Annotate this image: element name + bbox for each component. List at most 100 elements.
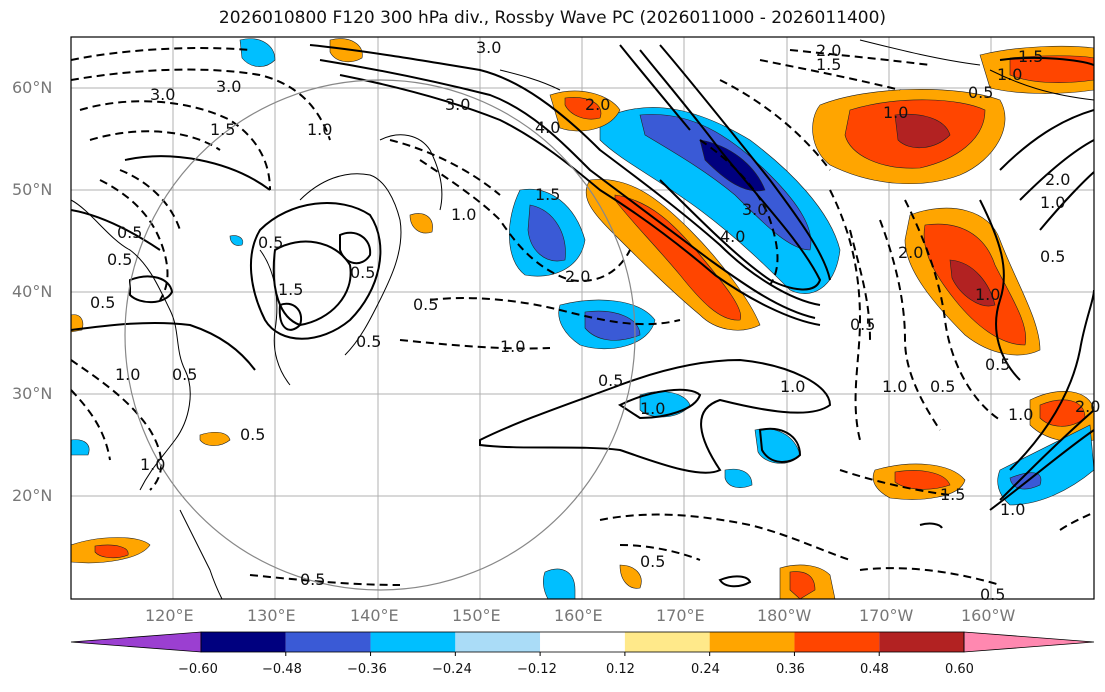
contour-solid bbox=[71, 209, 161, 251]
contour-label: 0.5 bbox=[598, 371, 623, 390]
lon-label: 120°E bbox=[145, 606, 194, 625]
colorbar-label: −0.24 bbox=[432, 662, 472, 677]
lon-label: 160°W bbox=[961, 606, 1016, 625]
contours bbox=[71, 44, 1094, 588]
contour-label: 0.5 bbox=[640, 552, 665, 571]
contour-label: 3.0 bbox=[216, 77, 241, 96]
contour-label: 3.0 bbox=[476, 38, 501, 57]
contour-label: 3.0 bbox=[742, 200, 767, 219]
contour-solid bbox=[617, 388, 702, 420]
colorbar-swatch bbox=[794, 632, 880, 652]
lat-label: 20°N bbox=[12, 486, 53, 505]
contour-label: 1.0 bbox=[780, 377, 805, 396]
contour-label: 0.5 bbox=[90, 293, 115, 312]
contour-label: 1.0 bbox=[640, 399, 665, 418]
contour-solid bbox=[1019, 139, 1094, 201]
contour-label: 1.0 bbox=[140, 455, 165, 474]
contour-label: 0.5 bbox=[350, 263, 375, 282]
contour-label: 0.5 bbox=[850, 315, 875, 334]
colorbar-label: 0.12 bbox=[606, 662, 635, 677]
colorbar-label: 0.36 bbox=[776, 662, 805, 677]
negative-band-core bbox=[639, 114, 812, 251]
colorbar-swatch bbox=[370, 632, 456, 652]
negative-patch-small-3 bbox=[724, 468, 753, 488]
contour-label: 1.0 bbox=[997, 65, 1022, 84]
colorbar-label: 0.48 bbox=[860, 662, 889, 677]
contour-solid bbox=[919, 522, 943, 529]
colorbar-extend-high bbox=[963, 631, 1095, 653]
contour-label: 2.0 bbox=[565, 267, 590, 286]
contour-label: 0.5 bbox=[968, 83, 993, 102]
colorbar-label: −0.36 bbox=[347, 662, 387, 677]
contour-label: 1.0 bbox=[883, 103, 908, 122]
lat-label: 60°N bbox=[12, 78, 53, 97]
contour-solid bbox=[319, 59, 816, 319]
positive-patch-s-core bbox=[789, 571, 816, 599]
contour-label: 1.5 bbox=[940, 485, 965, 504]
positive-region-ne-max bbox=[894, 114, 951, 148]
contour-label: 2.0 bbox=[1075, 397, 1100, 416]
contour-solid bbox=[639, 49, 822, 291]
contour-label: 0.5 bbox=[107, 250, 132, 269]
contour-solid bbox=[309, 44, 821, 306]
colorbar-frame bbox=[200, 631, 965, 653]
contour-solid bbox=[718, 575, 752, 588]
contour-label: 0.5 bbox=[980, 585, 1005, 604]
contour-label: 1.5 bbox=[1018, 47, 1043, 66]
contour-label: 1.0 bbox=[307, 120, 332, 139]
contour-dashed bbox=[71, 389, 111, 461]
contour-dashed bbox=[829, 189, 862, 441]
contour-dashed bbox=[759, 59, 901, 91]
lon-label: 180°W bbox=[757, 606, 812, 625]
lat-label: 50°N bbox=[12, 180, 53, 199]
contour-dashed bbox=[79, 100, 271, 191]
lon-label: 140°E bbox=[350, 606, 399, 625]
positive-patch-w bbox=[199, 431, 231, 446]
contour-label: 4.0 bbox=[535, 118, 560, 137]
contour-solid bbox=[129, 275, 174, 304]
contour-dashed bbox=[879, 219, 941, 431]
contour-solid bbox=[339, 231, 372, 265]
contour-label: 1.5 bbox=[278, 280, 303, 299]
contour-dashed bbox=[849, 229, 871, 341]
contour-solid bbox=[1009, 289, 1094, 471]
contours-dashed bbox=[71, 47, 1094, 586]
contour-label: 1.0 bbox=[1040, 193, 1065, 212]
contour-solid bbox=[989, 429, 1094, 511]
negative-patch-small-4 bbox=[543, 568, 576, 599]
positive-patch-w3 bbox=[71, 314, 84, 333]
negative-patch-w bbox=[71, 439, 90, 456]
contour-label: 3.0 bbox=[445, 95, 470, 114]
positive-patch-sw-core bbox=[94, 544, 129, 559]
contour-label: 0.5 bbox=[985, 355, 1010, 374]
contour-label: 0.5 bbox=[172, 365, 197, 384]
contour-dashed bbox=[839, 469, 951, 496]
filled-shading bbox=[71, 38, 1094, 599]
contour-label: 1.0 bbox=[975, 285, 1000, 304]
contour-dashed bbox=[699, 139, 779, 286]
contour-label: 0.5 bbox=[258, 233, 283, 252]
contour-label: 2.0 bbox=[1045, 170, 1070, 189]
positive-patch-s2 bbox=[619, 564, 642, 589]
contour-solid bbox=[249, 202, 382, 340]
colorbar-swatch bbox=[879, 632, 964, 652]
contour-dashed bbox=[249, 574, 401, 586]
colorbar-label: 0.24 bbox=[691, 662, 720, 677]
colorbar-label: −0.48 bbox=[262, 662, 302, 677]
positive-band-core bbox=[614, 194, 742, 321]
contour-dashed bbox=[119, 169, 181, 231]
contour-solid bbox=[272, 240, 352, 327]
contour-dashed bbox=[789, 49, 931, 66]
positive-patch-w2 bbox=[409, 213, 433, 234]
contour-solid bbox=[124, 155, 271, 191]
contour-label: 0.5 bbox=[930, 377, 955, 396]
contour-dashed bbox=[89, 130, 221, 151]
contour-label: 0.5 bbox=[1040, 247, 1065, 266]
lon-label: 160°E bbox=[554, 606, 603, 625]
contour-solid bbox=[659, 44, 831, 281]
contour-dashed bbox=[399, 339, 551, 350]
contour-dashed bbox=[71, 359, 163, 491]
contour-label: 1.0 bbox=[882, 377, 907, 396]
contour-label: 1.0 bbox=[451, 205, 476, 224]
